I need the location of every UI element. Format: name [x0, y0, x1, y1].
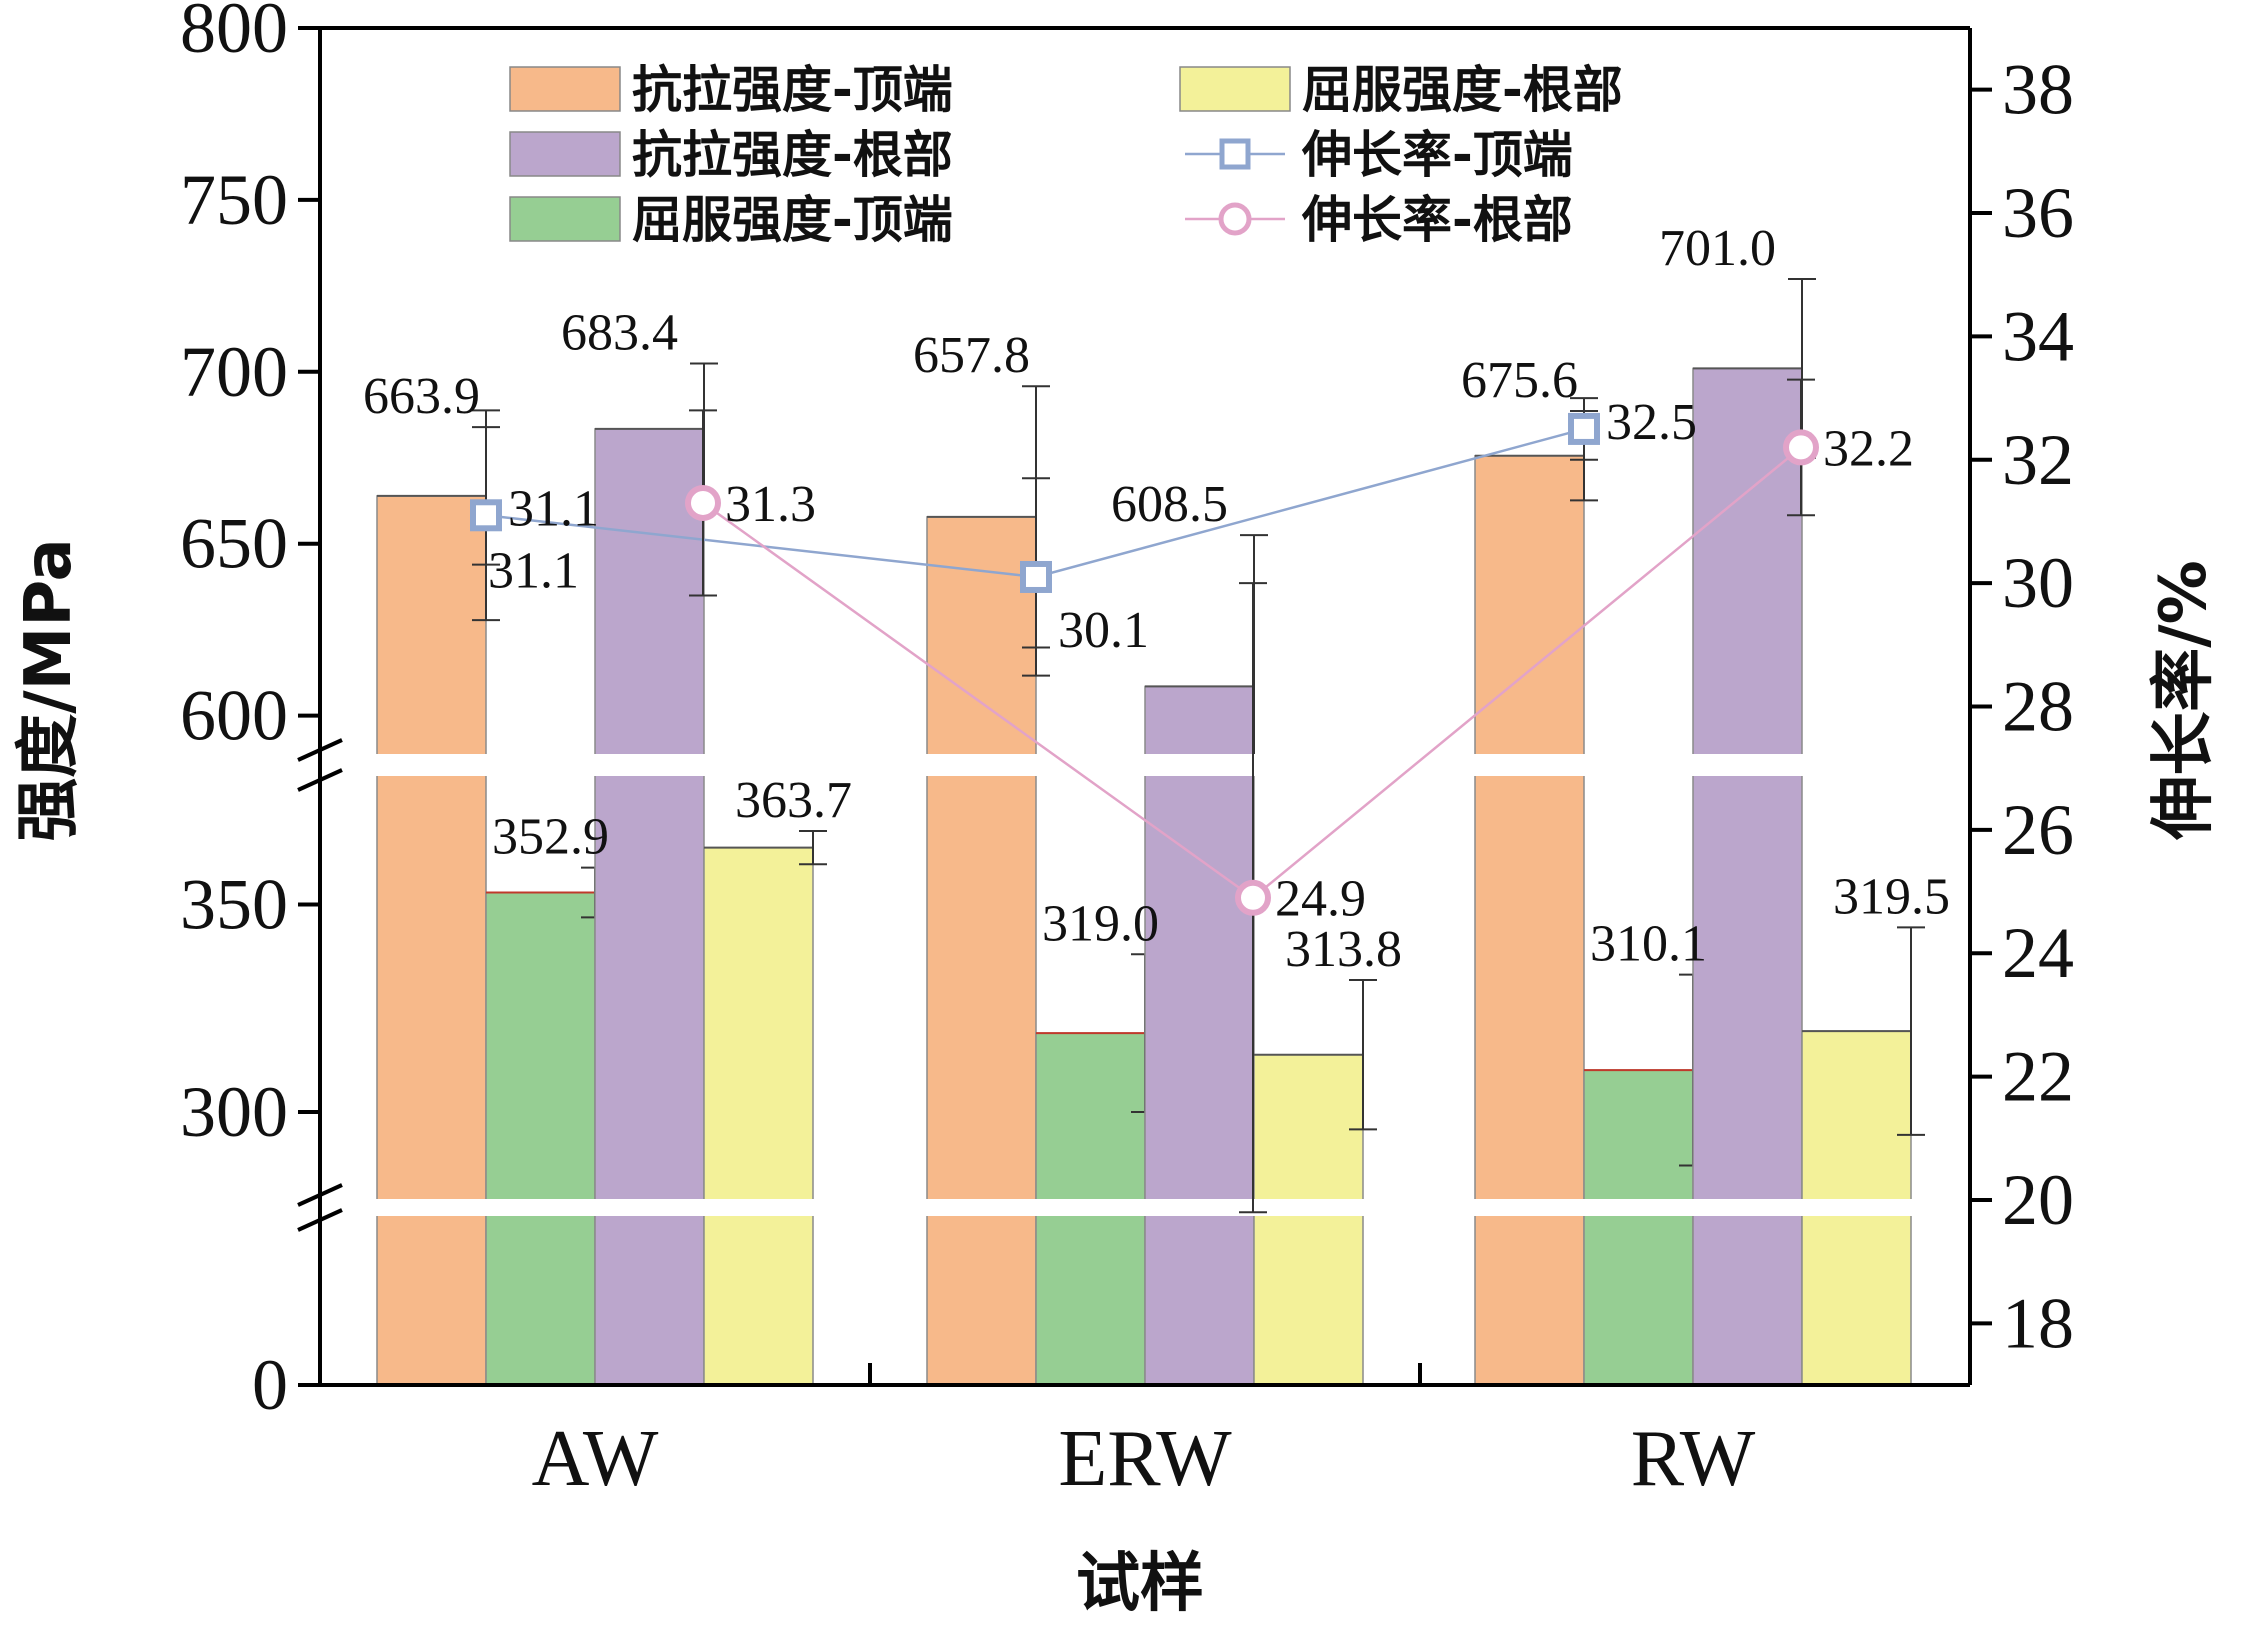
legend-swatch — [509, 66, 621, 112]
bar-value-label: 657.8 — [913, 327, 1030, 384]
y2-tick-label: 30 — [2002, 543, 2074, 623]
bar-aw-s0 — [376, 495, 487, 1386]
bar-value-label: 683.4 — [561, 305, 678, 362]
bar-value-label: 319.0 — [1042, 895, 1159, 952]
marker-circle — [1235, 879, 1271, 916]
marker-square — [1568, 412, 1600, 445]
x-tick-label-erw: ERW — [1058, 1415, 1232, 1503]
legend-marker-circle — [1218, 202, 1252, 236]
axis-break-gap — [280, 754, 1970, 776]
legend-label: 伸长率-根部 — [1301, 191, 1573, 249]
axes-layer: 0 300 350 600 650 700 750 800 18 20 22 24 26 28 30 32 34… — [180, 0, 2074, 1503]
bar-rw-s2 — [1692, 367, 1803, 1386]
bar-value-label: 363.7 — [735, 772, 852, 829]
legend-label: 抗拉强度-根部 — [632, 126, 953, 184]
bar-aw-s1 — [485, 891, 596, 1386]
y2-tick-label: 32 — [2002, 420, 2074, 500]
legend-swatch — [509, 131, 621, 177]
y2-tick-label: 28 — [2002, 667, 2074, 747]
bar-value-label: 701.0 — [1659, 220, 1776, 277]
y2-tick-label: 24 — [2002, 913, 2074, 993]
y-tick-label: 750 — [180, 160, 288, 240]
x-tick-label-rw: RW — [1631, 1415, 1756, 1503]
y-tick-label: 800 — [180, 0, 288, 68]
x-axis-title: 试样 — [1076, 1547, 1204, 1621]
y-axis-title: 强度/MPa — [12, 538, 86, 841]
legend-label: 屈服强度-根部 — [1302, 61, 1623, 119]
marker-circle — [1783, 429, 1819, 466]
y-tick-label: 0 — [252, 1345, 288, 1425]
legend-item-2: 抗拉强度-根部 — [509, 126, 953, 184]
legend-item-1: 屈服强度-顶端 — [509, 191, 953, 249]
legend-swatch — [1179, 66, 1291, 112]
legend-swatch — [509, 196, 621, 242]
bar-value-label: 675.6 — [1461, 352, 1578, 409]
y2-axis-title: 伸长率/% — [2147, 560, 2221, 841]
bar-erw-s0 — [926, 516, 1037, 1386]
y2-tick-label: 38 — [2002, 50, 2074, 130]
legend-item-5: 伸长率-根部 — [1185, 191, 1573, 249]
bar-rw-s1 — [1583, 1069, 1694, 1386]
y2-tick-label: 18 — [2002, 1283, 2074, 1363]
marker-square — [1020, 560, 1052, 593]
bar-value-label: 319.5 — [1833, 868, 1950, 925]
y2-tick-label: 36 — [2002, 173, 2074, 253]
y2-tick-label: 20 — [2002, 1160, 2074, 1240]
bars-layer — [376, 277, 1925, 1386]
bar-value-label: 352.9 — [492, 809, 609, 866]
y-tick-label: 300 — [180, 1072, 288, 1152]
line-value-label: 31.3 — [725, 476, 816, 533]
y-tick-label: 350 — [180, 865, 288, 945]
line-value-label: 24.9 — [1275, 871, 1366, 928]
y-tick-label: 600 — [180, 676, 288, 756]
data-labels-layer: 663.9 657.8 675.6 352.9 319.0 310.1 683.4 608.5… — [363, 220, 1950, 978]
line-value-label: 31.1 — [508, 480, 599, 537]
legend-item-3: 屈服强度-根部 — [1179, 61, 1623, 119]
legend-label: 抗拉强度-顶端 — [632, 61, 953, 119]
bar-rw-s0 — [1474, 454, 1585, 1386]
line-value-label-secondary: 31.1 — [488, 542, 579, 599]
legend-label: 屈服强度-顶端 — [632, 191, 953, 249]
elongation-lines-layer — [470, 378, 1819, 1214]
legend-label: 伸长率-顶端 — [1301, 126, 1573, 184]
marker-square — [470, 499, 502, 532]
line-value-label: 32.2 — [1823, 420, 1914, 477]
bar-aw-s2 — [594, 428, 705, 1386]
bar-value-label: 663.9 — [363, 368, 480, 425]
legend-item-0: 抗拉强度-顶端 — [509, 61, 953, 119]
bar-aw-s3 — [703, 846, 814, 1386]
x-tick-label-aw: AW — [532, 1415, 659, 1503]
marker-circle — [685, 484, 721, 521]
bar-erw-s2 — [1144, 685, 1255, 1386]
y-tick-label: 650 — [180, 504, 288, 584]
bar-value-label: 313.8 — [1285, 921, 1402, 978]
bar-value-label: 608.5 — [1111, 476, 1228, 533]
line-value-label: 30.1 — [1058, 602, 1149, 659]
y-tick-label: 700 — [180, 332, 288, 412]
y2-tick-label: 26 — [2002, 790, 2074, 870]
legend-marker-square — [1219, 138, 1251, 170]
legend-item-4: 伸长率-顶端 — [1185, 126, 1573, 184]
line-value-label: 32.5 — [1606, 394, 1697, 451]
bar-value-label: 310.1 — [1590, 916, 1707, 973]
y2-tick-label: 22 — [2002, 1037, 2074, 1117]
axis-break-gap — [280, 1199, 1970, 1216]
y2-tick-label: 34 — [2002, 296, 2074, 376]
bar-erw-s3 — [1253, 1053, 1364, 1386]
